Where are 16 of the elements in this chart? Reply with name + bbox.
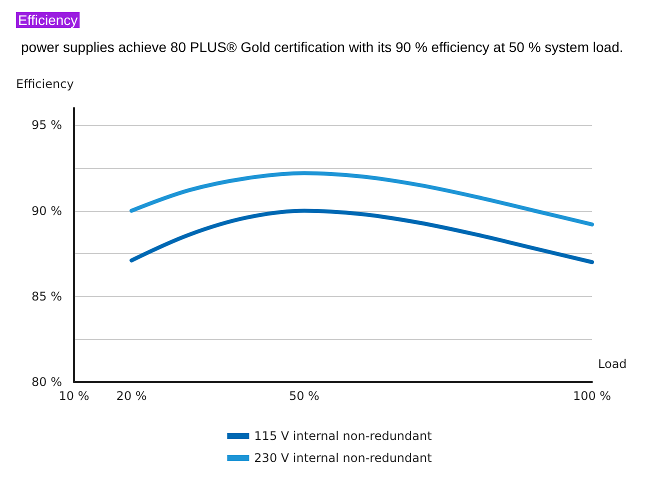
x-tick-label: 100 % (572, 389, 612, 403)
y-tick-label: 90 % (32, 204, 62, 218)
chart-title: Efficiency (18, 12, 78, 28)
x-axis-title: Load (598, 357, 627, 371)
x-tick-label: 10 % (58, 389, 90, 403)
line-series (130, 208, 594, 264)
x-tick-label: 20 % (116, 389, 147, 403)
legend-label: 115 V internal non-redundant (254, 429, 432, 443)
legend-label: 230 V internal non-redundant (254, 451, 432, 465)
y-tick-label: 80 % (32, 375, 62, 389)
y-tick-label: 95 % (32, 118, 62, 132)
y-axis-title: Efficiency (16, 77, 74, 91)
chart-subtitle: power supplies achieve 80 PLUS® Gold certification with its 90 % efficiency at 50 % system load. (21, 39, 624, 55)
line-series (130, 171, 594, 226)
x-tick-label: 50 % (288, 389, 320, 403)
y-tick-label: 85 % (32, 289, 62, 304)
